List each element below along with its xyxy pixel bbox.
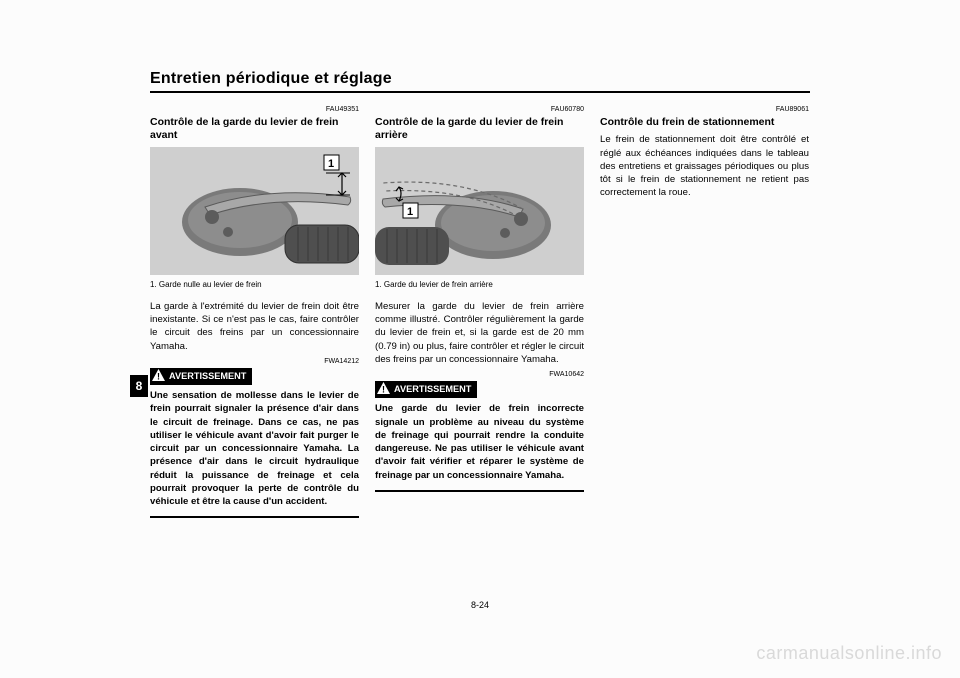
figure-rear-brake-lever: 1 bbox=[375, 147, 584, 275]
warning-code: FWA14212 bbox=[150, 357, 359, 367]
watermark: carmanualsonline.info bbox=[756, 643, 942, 664]
body-text: Mesurer la garde du levier de frein arri… bbox=[375, 300, 584, 366]
svg-text:!: ! bbox=[382, 384, 385, 394]
svg-text:!: ! bbox=[157, 371, 160, 381]
section-heading: Contrôle du frein de stationnement bbox=[600, 116, 809, 130]
figure-front-brake-lever: 1 bbox=[150, 147, 359, 275]
page-content: Entretien périodique et réglage FAU49351… bbox=[150, 70, 810, 518]
warning-text: Une sensation de mollesse dans le levier… bbox=[150, 389, 359, 508]
section-divider bbox=[150, 516, 359, 518]
columns: FAU49351 Contrôle de la garde du levier … bbox=[150, 105, 810, 518]
warning-badge: ! AVERTISSEMENT bbox=[150, 368, 252, 386]
ref-code: FAU60780 bbox=[375, 105, 584, 115]
section-heading: Contrôle de la garde du levier de frein … bbox=[150, 116, 359, 143]
page-title: Entretien périodique et réglage bbox=[150, 70, 810, 93]
column-1: FAU49351 Contrôle de la garde du levier … bbox=[150, 105, 359, 518]
warning-triangle-icon: ! bbox=[152, 369, 165, 385]
ref-code: FAU49351 bbox=[150, 105, 359, 115]
section-heading: Contrôle de la garde du levier de frein … bbox=[375, 116, 584, 143]
warning-triangle-icon: ! bbox=[377, 382, 390, 398]
ref-code: FAU89061 bbox=[600, 105, 809, 115]
figure-caption: 1. Garde nulle au levier de frein bbox=[150, 279, 359, 290]
column-3: FAU89061 Contrôle du frein de stationnem… bbox=[600, 105, 809, 518]
figure-marker: 1 bbox=[328, 158, 334, 170]
column-2: FAU60780 Contrôle de la garde du levier … bbox=[375, 105, 584, 518]
section-divider bbox=[375, 490, 584, 492]
section-tab: 8 bbox=[130, 375, 148, 397]
figure-caption: 1. Garde du levier de frein arrière bbox=[375, 279, 584, 290]
warning-label: AVERTISSEMENT bbox=[169, 370, 246, 383]
body-text: Le frein de stationnement doit être cont… bbox=[600, 133, 809, 199]
page-number: 8-24 bbox=[150, 600, 810, 610]
body-text: La garde à l'extrémité du levier de frei… bbox=[150, 300, 359, 353]
warning-label: AVERTISSEMENT bbox=[394, 383, 471, 396]
warning-text: Une garde du levier de frein incorrecte … bbox=[375, 402, 584, 481]
warning-code: FWA10642 bbox=[375, 370, 584, 380]
figure-marker: 1 bbox=[407, 206, 413, 218]
warning-badge: ! AVERTISSEMENT bbox=[375, 381, 477, 399]
